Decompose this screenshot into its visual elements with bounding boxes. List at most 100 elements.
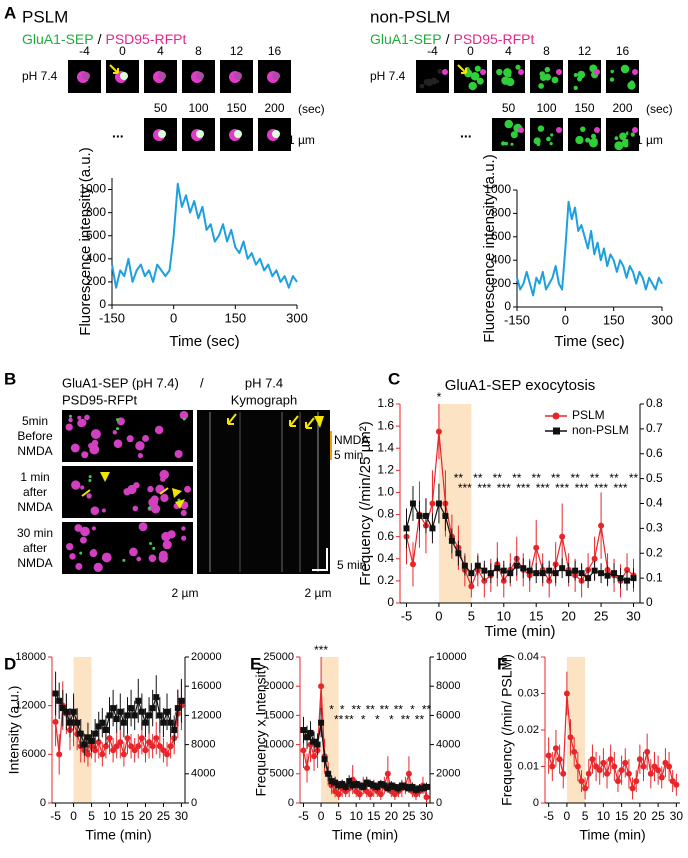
x-tick-label: 30 [626, 608, 640, 623]
label: (sec) [646, 102, 673, 116]
marker [552, 745, 559, 752]
label: 16 [616, 44, 630, 58]
y2-tick-label: 0.1 [646, 570, 663, 584]
marker [559, 565, 566, 572]
marker [367, 791, 374, 798]
label: 0 [119, 44, 126, 58]
x-tick-label: 0 [170, 310, 177, 325]
marker [178, 697, 185, 704]
spot [174, 449, 183, 459]
marker [533, 544, 540, 551]
y-tick-label: 20000 [263, 680, 294, 692]
shaded-period [73, 657, 92, 803]
spot [142, 435, 149, 442]
label: 5min [22, 414, 48, 428]
marker [304, 734, 311, 741]
significance: ** [493, 471, 503, 485]
y-tick-label: 1000 [79, 182, 106, 196]
label: 4 [505, 44, 512, 58]
marker [673, 781, 680, 788]
channel-legend: GluA1-SEP / PSD95-RFPt [22, 31, 187, 47]
significance: * [437, 390, 442, 404]
chart-title: GluA1-SEP exocytosis [445, 377, 596, 394]
y-tick-label: 0.04 [518, 651, 539, 663]
arrowhead [172, 488, 182, 498]
x-tick-label: 30 [420, 809, 434, 823]
label: 200 [264, 101, 284, 115]
y-tick-label: 6000 [22, 748, 46, 760]
significance: ** [422, 703, 432, 717]
y-tick-label: 0.4 [377, 551, 394, 565]
label: non-PSLM [370, 7, 450, 26]
y-axis-label: Intensity (a.u.) [6, 686, 22, 775]
label: 0 [467, 44, 474, 58]
x-tick-label: 10 [597, 809, 611, 823]
y-tick-label: 200 [491, 276, 511, 290]
marker [117, 739, 124, 746]
marker [651, 763, 658, 770]
marker [318, 719, 325, 726]
spot [68, 414, 72, 418]
label: 200 [612, 101, 632, 115]
spot [510, 131, 518, 139]
shaded-period [321, 657, 339, 803]
marker [644, 748, 651, 755]
marker [607, 756, 614, 763]
marker [416, 512, 423, 519]
marker [59, 705, 66, 712]
label: Before [17, 429, 53, 443]
marker [174, 705, 181, 712]
arrow [305, 417, 315, 429]
y-tick-label: 0.6 [377, 529, 394, 543]
significance: *** [614, 481, 628, 495]
y2-tick-label: 10000 [436, 651, 467, 663]
marker [571, 748, 578, 755]
marker [325, 770, 332, 777]
arrow [81, 487, 169, 497]
marker [77, 730, 84, 737]
marker [591, 555, 598, 562]
marker [120, 719, 127, 726]
marker [356, 791, 363, 798]
significance: ** [551, 471, 561, 485]
marker [384, 770, 391, 777]
marker [409, 783, 416, 790]
x-tick-label: 20 [633, 809, 647, 823]
marker [405, 785, 412, 792]
y-tick-label: 400 [491, 252, 511, 266]
marker [474, 562, 481, 569]
marker [582, 785, 589, 792]
marker [647, 770, 654, 777]
spot [158, 130, 166, 138]
significance: ** [334, 713, 344, 727]
marker [300, 747, 307, 754]
marker [549, 763, 556, 770]
x-tick-label: 300 [286, 310, 308, 325]
spot [77, 419, 85, 428]
marker [120, 751, 127, 758]
spot [132, 505, 139, 512]
y2-tick-label: 8000 [436, 680, 460, 692]
marker [377, 781, 384, 788]
marker [412, 786, 419, 793]
x-axis-label: Time (sec) [554, 333, 624, 350]
significance: ** [345, 713, 355, 727]
spot [135, 441, 145, 451]
x-tick-label: 15 [529, 608, 543, 623]
label: (sec) [298, 102, 325, 116]
spot [74, 524, 83, 532]
y-tick-label: 600 [86, 228, 106, 242]
x-tick-label: 10 [497, 608, 511, 623]
marker [311, 753, 318, 760]
marker [598, 570, 605, 577]
label: 4 [157, 44, 164, 58]
channel-legend: GluA1-SEP / PSD95-RFPt [370, 31, 535, 47]
label: pH 7.4 [245, 375, 283, 390]
marker [95, 739, 102, 746]
spot [573, 72, 578, 77]
y-tick-label: 0 [99, 297, 106, 311]
marker [300, 727, 307, 733]
label: after [23, 485, 47, 499]
spot [544, 66, 551, 73]
spot [619, 132, 627, 141]
